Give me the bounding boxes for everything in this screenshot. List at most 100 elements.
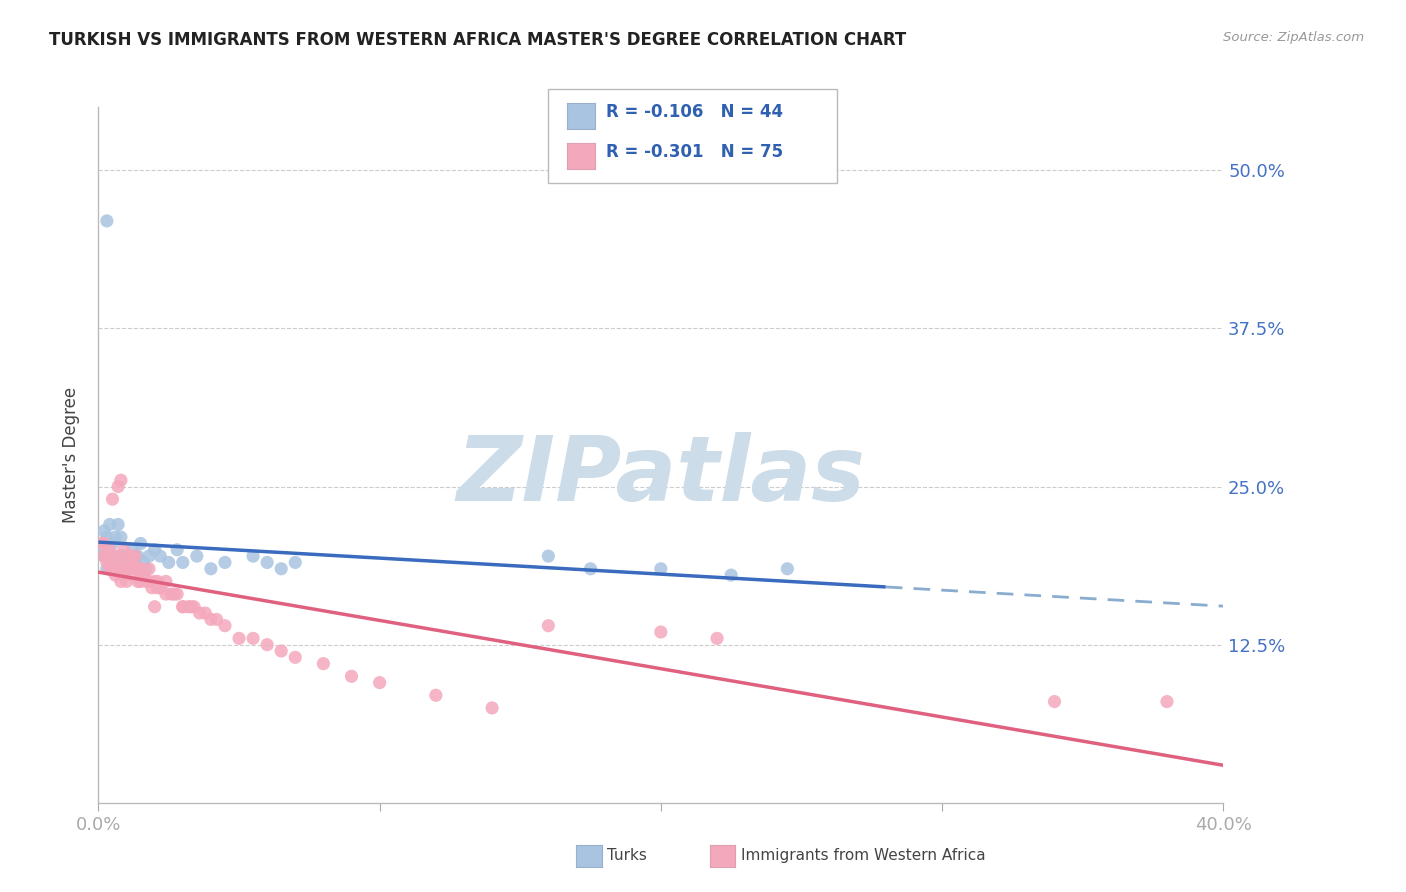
Point xyxy=(90,542,112,557)
Point xyxy=(90,536,112,550)
Point xyxy=(650,562,672,576)
Point xyxy=(166,542,188,557)
Point xyxy=(132,556,155,570)
Point xyxy=(138,574,160,589)
Point xyxy=(194,606,217,620)
Point xyxy=(141,581,163,595)
Point xyxy=(157,556,180,570)
Point xyxy=(107,562,129,576)
Point xyxy=(112,568,135,582)
Point xyxy=(115,562,138,576)
Point xyxy=(160,587,183,601)
Point xyxy=(200,612,222,626)
Point xyxy=(143,542,166,557)
Point xyxy=(284,650,307,665)
Point xyxy=(270,644,292,658)
Point xyxy=(121,542,143,557)
Point xyxy=(124,562,146,576)
Point xyxy=(1156,695,1178,709)
Point xyxy=(127,562,149,576)
Point xyxy=(149,581,172,595)
Point xyxy=(172,556,194,570)
Point xyxy=(1043,695,1066,709)
Point xyxy=(183,599,205,614)
Point xyxy=(579,562,602,576)
Point xyxy=(146,581,169,595)
Point xyxy=(101,549,124,563)
Point xyxy=(177,599,200,614)
Point xyxy=(115,574,138,589)
Point xyxy=(155,574,177,589)
Point xyxy=(200,562,222,576)
Point xyxy=(143,574,166,589)
Point xyxy=(107,549,129,563)
Text: ZIPatlas: ZIPatlas xyxy=(457,432,865,520)
Point xyxy=(121,568,143,582)
Point xyxy=(112,556,135,570)
Point xyxy=(129,562,152,576)
Point xyxy=(129,562,152,576)
Point xyxy=(256,638,278,652)
Point xyxy=(172,599,194,614)
Point xyxy=(98,542,121,557)
Point xyxy=(340,669,363,683)
Point xyxy=(284,556,307,570)
Point xyxy=(110,473,132,487)
Point xyxy=(214,556,236,570)
Point xyxy=(110,530,132,544)
Point xyxy=(129,536,152,550)
Point xyxy=(270,562,292,576)
Text: R = -0.106   N = 44: R = -0.106 N = 44 xyxy=(606,103,783,121)
Point xyxy=(135,562,157,576)
Point xyxy=(146,574,169,589)
Point xyxy=(143,599,166,614)
Point xyxy=(115,562,138,576)
Point xyxy=(138,562,160,576)
Point xyxy=(155,587,177,601)
Point xyxy=(101,549,124,563)
Point xyxy=(256,556,278,570)
Point xyxy=(129,574,152,589)
Point xyxy=(776,562,799,576)
Point xyxy=(537,549,560,563)
Point xyxy=(368,675,391,690)
Point xyxy=(101,536,124,550)
Point xyxy=(112,549,135,563)
Point xyxy=(172,599,194,614)
Point xyxy=(96,562,118,576)
Point xyxy=(312,657,335,671)
Point xyxy=(96,214,118,228)
Text: Turks: Turks xyxy=(607,848,647,863)
Text: TURKISH VS IMMIGRANTS FROM WESTERN AFRICA MASTER'S DEGREE CORRELATION CHART: TURKISH VS IMMIGRANTS FROM WESTERN AFRIC… xyxy=(49,31,907,49)
Text: Immigrants from Western Africa: Immigrants from Western Africa xyxy=(741,848,986,863)
Text: R = -0.301   N = 75: R = -0.301 N = 75 xyxy=(606,143,783,161)
Point xyxy=(101,492,124,507)
Point xyxy=(650,625,672,640)
Point xyxy=(205,612,228,626)
Point xyxy=(127,574,149,589)
Point xyxy=(93,524,115,538)
Point xyxy=(166,587,188,601)
Point xyxy=(98,562,121,576)
Point xyxy=(720,568,742,582)
Point xyxy=(228,632,250,646)
Point xyxy=(110,549,132,563)
Point xyxy=(121,549,143,563)
Point xyxy=(149,549,172,563)
Point xyxy=(101,562,124,576)
Point xyxy=(706,632,728,646)
Point xyxy=(121,556,143,570)
Point xyxy=(93,549,115,563)
Point xyxy=(104,556,127,570)
Point xyxy=(96,549,118,563)
Point xyxy=(127,549,149,563)
Point xyxy=(110,562,132,576)
Point xyxy=(104,568,127,582)
Point xyxy=(107,517,129,532)
Point xyxy=(98,517,121,532)
Point xyxy=(93,536,115,550)
Point xyxy=(138,549,160,563)
Point xyxy=(188,606,211,620)
Point xyxy=(242,632,264,646)
Point xyxy=(132,568,155,582)
